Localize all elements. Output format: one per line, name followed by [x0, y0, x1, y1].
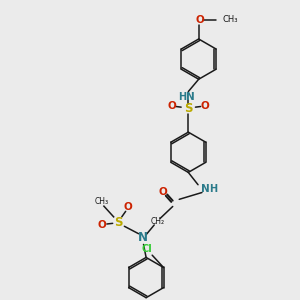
- Text: O: O: [167, 101, 176, 111]
- Text: N: N: [185, 92, 194, 102]
- Text: O: O: [201, 101, 210, 111]
- Text: N: N: [138, 232, 148, 244]
- Text: O: O: [196, 15, 204, 25]
- Text: N: N: [201, 184, 210, 194]
- Text: Cl: Cl: [142, 244, 153, 254]
- Text: O: O: [98, 220, 107, 230]
- Text: O: O: [124, 202, 133, 212]
- Text: H: H: [210, 184, 218, 194]
- Text: S: S: [184, 102, 193, 115]
- Text: CH₂: CH₂: [150, 217, 164, 226]
- Text: H: H: [178, 92, 186, 102]
- Text: CH₃: CH₃: [94, 197, 109, 206]
- Text: CH₃: CH₃: [222, 15, 238, 24]
- Text: S: S: [114, 216, 123, 229]
- Text: O: O: [159, 187, 167, 197]
